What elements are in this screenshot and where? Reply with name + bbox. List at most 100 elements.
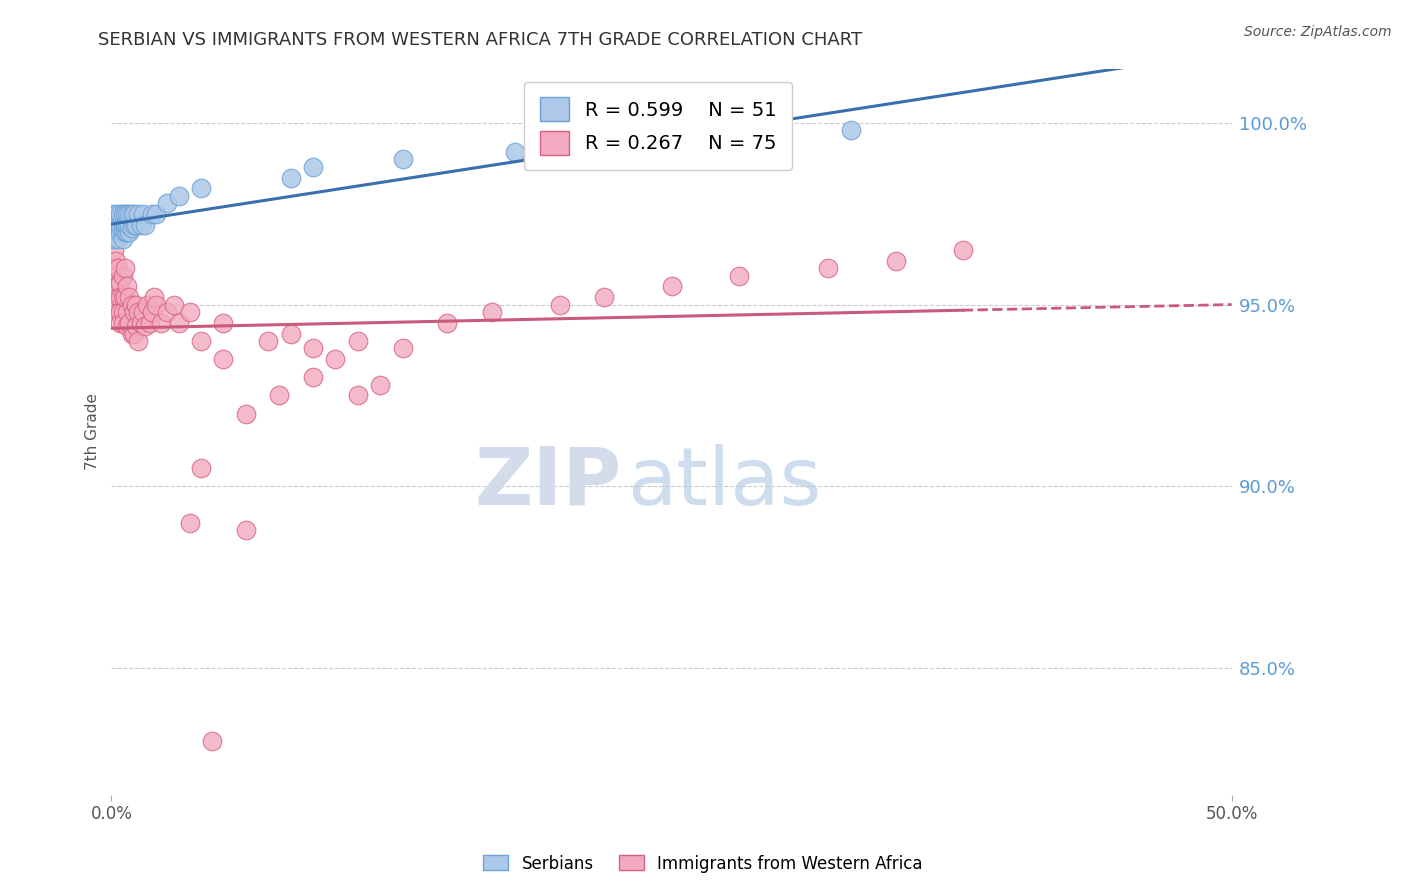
Point	[212, 352, 235, 367]
Point	[302, 341, 325, 355]
Point	[391, 153, 413, 167]
Point	[138, 316, 160, 330]
Point	[952, 243, 974, 257]
Point	[110, 290, 132, 304]
Point	[104, 225, 127, 239]
Point	[257, 334, 280, 348]
Point	[706, 134, 728, 148]
Point	[118, 218, 141, 232]
Point	[727, 268, 749, 283]
Point	[111, 268, 134, 283]
Point	[391, 341, 413, 355]
Point	[122, 218, 145, 232]
Point	[104, 225, 127, 239]
Point	[134, 218, 156, 232]
Point	[104, 268, 127, 283]
Point	[179, 516, 201, 530]
Point	[122, 326, 145, 341]
Point	[269, 388, 291, 402]
Point	[107, 279, 129, 293]
Point	[280, 170, 302, 185]
Point	[163, 298, 186, 312]
Text: ZIP: ZIP	[474, 443, 621, 522]
Point	[114, 290, 136, 304]
Point	[143, 290, 166, 304]
Point	[593, 290, 616, 304]
Point	[115, 319, 138, 334]
Point	[111, 232, 134, 246]
Point	[118, 290, 141, 304]
Point	[141, 207, 163, 221]
Point	[104, 261, 127, 276]
Legend: R = 0.599    N = 51, R = 0.267    N = 75: R = 0.599 N = 51, R = 0.267 N = 75	[524, 82, 792, 170]
Point	[132, 305, 155, 319]
Point	[125, 319, 148, 334]
Point	[179, 305, 201, 319]
Point	[103, 232, 125, 246]
Point	[134, 319, 156, 334]
Point	[235, 523, 257, 537]
Point	[129, 316, 152, 330]
Point	[136, 298, 159, 312]
Point	[115, 279, 138, 293]
Point	[101, 268, 124, 283]
Point	[101, 207, 124, 221]
Point	[190, 181, 212, 195]
Point	[114, 261, 136, 276]
Point	[115, 225, 138, 239]
Point	[103, 221, 125, 235]
Point	[121, 298, 143, 312]
Point	[111, 218, 134, 232]
Point	[111, 207, 134, 221]
Point	[114, 218, 136, 232]
Point	[127, 207, 149, 221]
Point	[111, 225, 134, 239]
Point	[103, 268, 125, 283]
Point	[118, 225, 141, 239]
Point	[107, 305, 129, 319]
Point	[110, 218, 132, 232]
Point	[302, 160, 325, 174]
Point	[280, 326, 302, 341]
Point	[107, 232, 129, 246]
Point	[481, 305, 503, 319]
Point	[110, 221, 132, 235]
Point	[107, 225, 129, 239]
Point	[661, 279, 683, 293]
Point	[201, 733, 224, 747]
Point	[107, 218, 129, 232]
Point	[132, 207, 155, 221]
Point	[122, 305, 145, 319]
Text: SERBIAN VS IMMIGRANTS FROM WESTERN AFRICA 7TH GRADE CORRELATION CHART: SERBIAN VS IMMIGRANTS FROM WESTERN AFRIC…	[98, 31, 862, 49]
Point	[107, 221, 129, 235]
Point	[121, 221, 143, 235]
Point	[125, 298, 148, 312]
Point	[125, 218, 148, 232]
Point	[302, 370, 325, 384]
Point	[111, 316, 134, 330]
Point	[156, 196, 179, 211]
Point	[548, 298, 571, 312]
Point	[122, 207, 145, 221]
Point	[167, 316, 190, 330]
Point	[149, 316, 172, 330]
Point	[145, 207, 167, 221]
Point	[817, 261, 839, 276]
Point	[118, 207, 141, 221]
Point	[105, 207, 128, 221]
Text: Source: ZipAtlas.com: Source: ZipAtlas.com	[1244, 25, 1392, 39]
Point	[103, 279, 125, 293]
Point	[110, 218, 132, 232]
Point	[190, 461, 212, 475]
Point	[325, 352, 347, 367]
Point	[884, 254, 907, 268]
Point	[118, 316, 141, 330]
Point	[110, 225, 132, 239]
Point	[235, 407, 257, 421]
Point	[104, 254, 127, 268]
Point	[127, 305, 149, 319]
Point	[107, 261, 129, 276]
Point	[212, 316, 235, 330]
Point	[347, 334, 370, 348]
Point	[111, 290, 134, 304]
